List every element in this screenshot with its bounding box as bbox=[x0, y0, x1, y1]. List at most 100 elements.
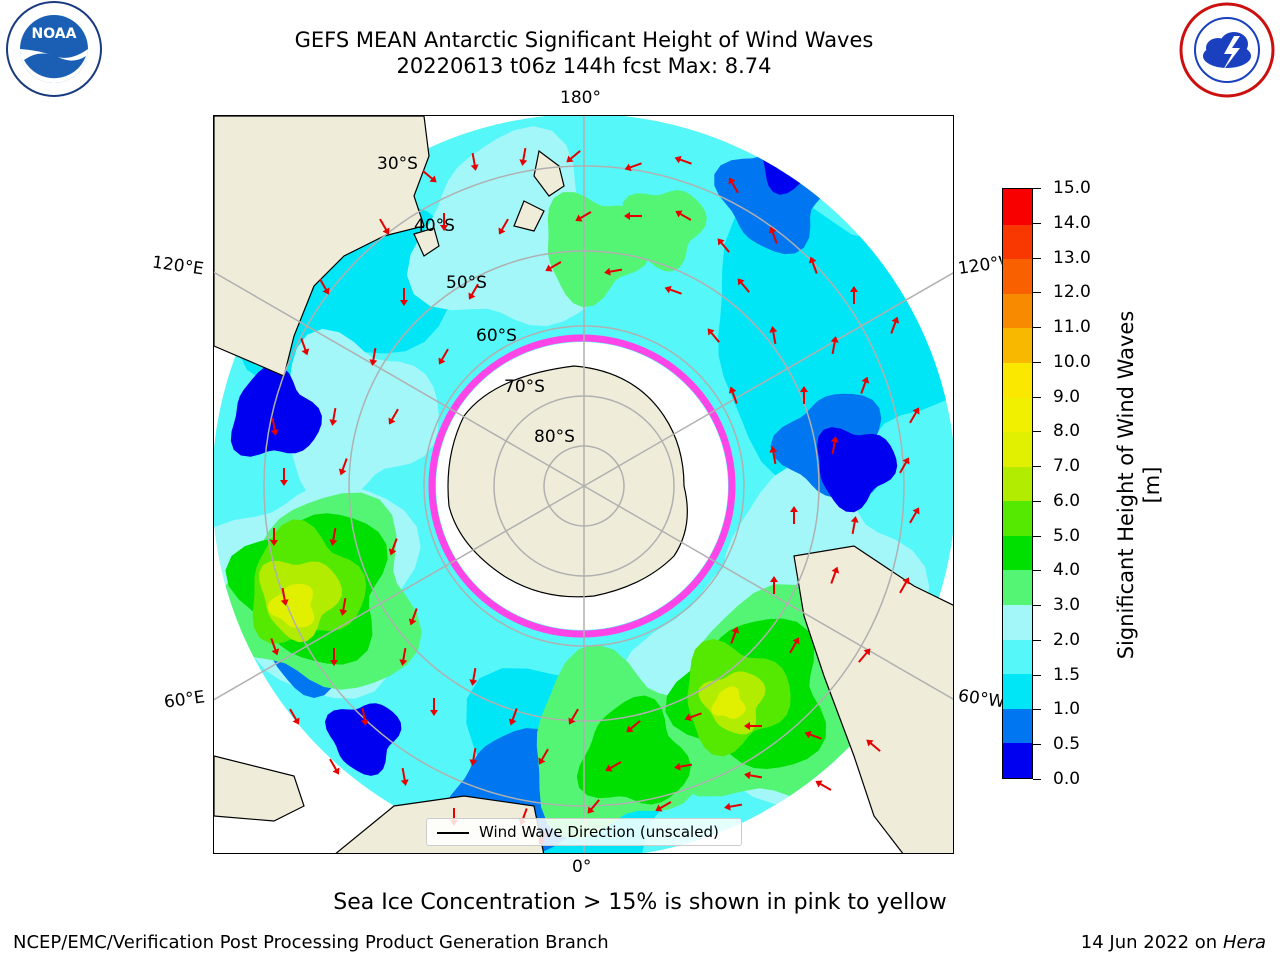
sea-ice-edge bbox=[428, 334, 736, 638]
wind-wave-arrow bbox=[338, 458, 348, 476]
landmass-australia bbox=[214, 116, 430, 377]
polar-map: 30°S 40°S 50°S 60°S 70°S 80°S bbox=[213, 115, 954, 854]
colorbar-segment bbox=[1003, 639, 1032, 675]
wind-wave-arrow bbox=[545, 261, 562, 272]
wind-wave-arrow bbox=[430, 698, 438, 716]
svg-text:NOAA: NOAA bbox=[32, 26, 77, 42]
lon-label-0: 0° bbox=[572, 857, 592, 877]
colorbar-tick bbox=[1033, 535, 1041, 537]
wave-height-patch bbox=[230, 364, 322, 457]
colorbar-segment bbox=[1003, 431, 1032, 467]
wind-wave-arrow bbox=[468, 283, 479, 300]
wind-wave-arrow bbox=[470, 152, 479, 171]
colorbar-tick bbox=[1033, 257, 1041, 259]
wind-wave-arrow bbox=[909, 507, 920, 524]
wind-wave-arrow bbox=[400, 767, 409, 786]
landmass-new-zealand-north bbox=[533, 149, 565, 197]
credit-machine: Hera bbox=[1222, 932, 1266, 953]
wind-wave-arrow bbox=[860, 376, 870, 394]
colorbar-segment bbox=[1003, 293, 1032, 329]
wave-height-patch bbox=[576, 695, 691, 805]
wind-wave-arrow bbox=[675, 210, 692, 221]
wind-wave-arrow bbox=[866, 739, 881, 752]
wind-wave-arrow bbox=[850, 286, 858, 304]
colorbar-tick-label: 1.5 bbox=[1053, 664, 1081, 685]
lon-label-120e: 120°E bbox=[150, 252, 205, 280]
wave-height-patch bbox=[283, 328, 439, 505]
colorbar-tick-label: 8.0 bbox=[1053, 421, 1081, 442]
meridian-line bbox=[583, 485, 953, 700]
wind-wave-arrow bbox=[744, 722, 762, 730]
colorbar-segment bbox=[1003, 224, 1032, 260]
wind-wave-arrow bbox=[508, 708, 518, 726]
wind-wave-arrow bbox=[830, 336, 839, 355]
colorbar-tick-label: 6.0 bbox=[1053, 490, 1081, 511]
wind-wave-arrow bbox=[744, 771, 763, 780]
wind-wave-arrow bbox=[717, 238, 730, 253]
colorbar-tick bbox=[1033, 639, 1041, 641]
wind-wave-arrow bbox=[624, 162, 642, 172]
colorbar-tick-label: 11.0 bbox=[1053, 317, 1091, 338]
wind-wave-arrow bbox=[800, 386, 808, 404]
wind-wave-arrow bbox=[664, 285, 682, 295]
wind-wave-arrow bbox=[624, 212, 642, 220]
colorbar-tick-label: 5.0 bbox=[1053, 525, 1081, 546]
chart-subtitle: 20220613 t06z 144h fcst Max: 8.74 bbox=[396, 54, 772, 78]
nws-logo bbox=[1179, 2, 1275, 98]
colorbar-segment bbox=[1003, 535, 1032, 571]
latitude-label: 50°S bbox=[446, 273, 487, 293]
colorbar-tick-label: 14.0 bbox=[1053, 212, 1091, 233]
colorbar-tick-label: 7.0 bbox=[1053, 456, 1081, 477]
meridian-line bbox=[214, 485, 585, 701]
colorbar-tick-label: 12.0 bbox=[1053, 282, 1091, 303]
wind-wave-arrow bbox=[909, 407, 920, 424]
legend-line-swatch bbox=[437, 832, 469, 834]
wind-wave-arrow bbox=[498, 218, 509, 235]
wave-height-patch bbox=[711, 686, 746, 719]
colorbar-tick bbox=[1033, 222, 1041, 224]
meridian-line bbox=[583, 272, 953, 487]
colorbar-segment bbox=[1003, 189, 1032, 225]
wind-wave-arrow bbox=[329, 407, 338, 426]
wind-wave-arrow bbox=[730, 626, 740, 644]
landmass-south-america bbox=[793, 545, 953, 853]
wind-wave-arrow bbox=[728, 177, 739, 194]
wind-wave-arrow bbox=[538, 748, 549, 765]
lon-label-120w: 120°W bbox=[956, 253, 1004, 279]
wind-wave-arrow bbox=[519, 147, 528, 166]
wind-wave-arrow bbox=[339, 597, 348, 616]
colorbar-tick-label: 0.0 bbox=[1053, 769, 1081, 789]
colorbar-segment bbox=[1003, 362, 1032, 398]
wind-wave-arrow bbox=[604, 267, 623, 276]
wind-wave-arrow bbox=[790, 506, 798, 524]
wind-wave-arrow bbox=[899, 577, 910, 594]
wind-wave-arrow bbox=[890, 316, 900, 334]
credit-right: 14 Jun 2022 on Hera bbox=[1081, 932, 1266, 953]
wind-wave-arrow bbox=[587, 799, 600, 814]
wind-wave-arrow bbox=[369, 347, 378, 366]
wind-wave-arrow bbox=[469, 667, 478, 686]
wind-wave-arrow bbox=[724, 802, 743, 811]
wind-wave-arrow bbox=[789, 637, 800, 654]
wind-wave-arrow bbox=[270, 528, 278, 546]
colorbar-tick-label: 9.0 bbox=[1053, 386, 1081, 407]
map-legend: Wind Wave Direction (unscaled) bbox=[426, 818, 742, 846]
wind-wave-arrow bbox=[270, 638, 280, 656]
wind-wave-arrow bbox=[422, 170, 437, 183]
colorbar-tick bbox=[1033, 188, 1041, 189]
wind-wave-arrow bbox=[737, 278, 750, 293]
colorbar-tick bbox=[1033, 674, 1041, 676]
colorbar-tick bbox=[1033, 605, 1041, 607]
colorbar-segment bbox=[1003, 327, 1032, 363]
colorbar-tick bbox=[1033, 396, 1041, 398]
wind-wave-arrow bbox=[707, 328, 720, 343]
wind-wave-arrow bbox=[769, 326, 778, 345]
wind-wave-arrow bbox=[280, 468, 288, 486]
wind-wave-arrow bbox=[858, 648, 871, 663]
wind-wave-arrow bbox=[770, 576, 778, 594]
wind-wave-arrow bbox=[830, 566, 840, 584]
wind-wave-arrow bbox=[280, 587, 289, 606]
colorbar-tick bbox=[1033, 500, 1041, 502]
legend-label: Wind Wave Direction (unscaled) bbox=[479, 823, 719, 841]
colorbar-tick-label: 13.0 bbox=[1053, 247, 1091, 268]
